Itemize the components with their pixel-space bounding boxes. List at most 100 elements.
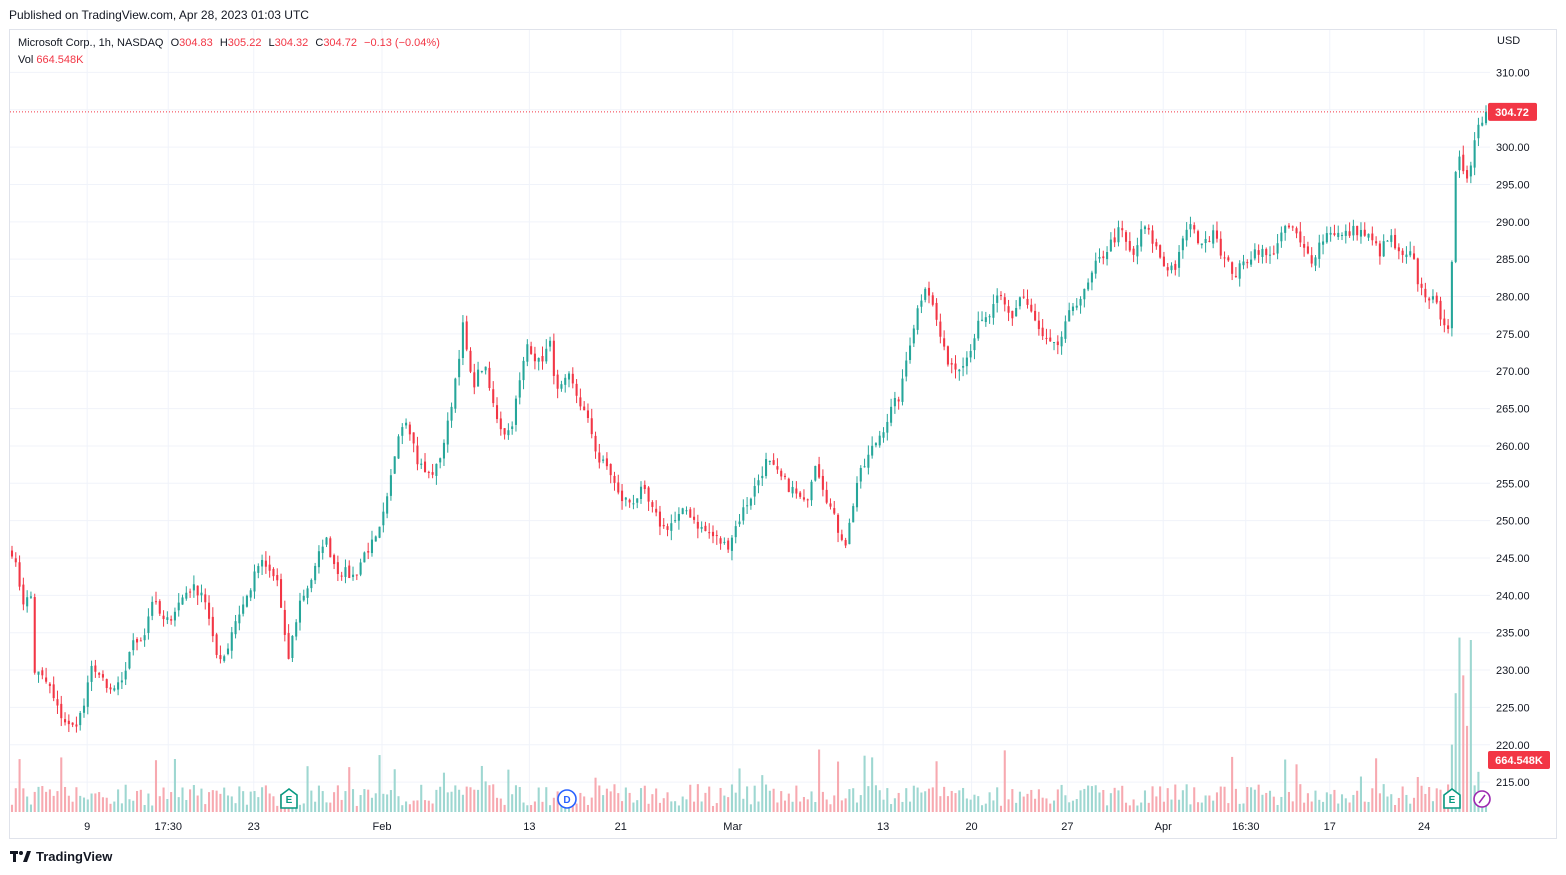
volume-bar	[700, 801, 703, 812]
volume-bar	[94, 793, 97, 812]
volume-bar	[882, 799, 885, 812]
candle-body	[1435, 295, 1438, 303]
candle-body	[226, 648, 230, 655]
candle-body	[219, 655, 222, 660]
last-price-badge-text: 304.72	[1495, 107, 1529, 119]
volume-bar	[1397, 797, 1400, 812]
candle-body	[639, 486, 643, 499]
legend-high-label: H	[219, 37, 228, 49]
marker-label: E	[286, 795, 293, 806]
volume-bar	[67, 795, 70, 812]
candle-body	[393, 456, 396, 474]
candle-body	[1223, 257, 1226, 259]
candle-body	[484, 366, 487, 371]
split-marker[interactable]	[1473, 790, 1491, 808]
volume-bar	[151, 805, 154, 812]
volume-bar	[1223, 786, 1226, 812]
price-tick-label: 285.00	[1496, 254, 1530, 266]
candle-body	[64, 719, 67, 723]
price-tick-label: 290.00	[1496, 217, 1530, 229]
candle-body	[753, 486, 756, 497]
candle-body	[723, 541, 726, 543]
volume-bar	[1087, 785, 1090, 812]
candle-body	[1382, 241, 1385, 257]
volume-bar	[1329, 794, 1332, 812]
volume-bar	[26, 796, 29, 812]
candle-body	[1003, 297, 1006, 305]
volume-bar	[1143, 790, 1147, 812]
candle-body	[67, 720, 70, 725]
candle-body	[136, 638, 139, 643]
price-tick-label: 225.00	[1496, 702, 1530, 714]
legend-close-value: 304.72	[323, 37, 357, 49]
candle-body	[984, 317, 987, 323]
candle-body	[22, 584, 25, 605]
volume-bar	[1303, 802, 1306, 812]
volume-bar	[1113, 787, 1116, 812]
volume-bar	[1075, 799, 1078, 812]
candle-body	[522, 360, 525, 381]
volume-bar	[711, 805, 715, 812]
candle-body	[495, 405, 499, 420]
candle-body	[71, 722, 74, 725]
candle-body	[1087, 282, 1090, 290]
candle-body	[552, 340, 555, 376]
volume-bar	[234, 803, 237, 812]
volume-bar	[1200, 802, 1203, 812]
volume-bar	[1030, 789, 1033, 812]
volume-bar	[795, 785, 798, 812]
candle-body	[757, 480, 760, 486]
volume-bar	[844, 798, 847, 812]
candle-body	[696, 521, 699, 529]
dividend-marker[interactable]: D	[557, 789, 577, 809]
candle-body	[825, 489, 828, 503]
volume-bar	[435, 789, 438, 812]
legend-open-value: 304.83	[179, 37, 213, 49]
candle-body	[1189, 224, 1192, 230]
candle-body	[651, 502, 654, 507]
candle-body	[1280, 232, 1283, 242]
volume-bar	[321, 791, 324, 812]
candle-body	[765, 459, 768, 477]
earnings-marker[interactable]: E	[280, 788, 298, 809]
volume-bar	[655, 788, 658, 812]
candle-body	[1344, 230, 1347, 236]
marker-label: E	[1449, 795, 1456, 806]
candle-body	[1234, 275, 1237, 277]
volume-bar	[181, 787, 184, 812]
candle-body	[901, 378, 904, 402]
earnings-marker[interactable]: E	[1443, 788, 1461, 809]
candle-body	[465, 321, 468, 350]
volume-bar	[310, 790, 313, 812]
candle-body	[238, 614, 241, 624]
candle-body	[1265, 249, 1268, 256]
candle-body	[1329, 232, 1332, 235]
volume-bar	[173, 758, 176, 812]
candle-body	[958, 369, 961, 372]
candle-body	[230, 632, 233, 651]
candle-body	[207, 602, 211, 619]
brand-name: TradingView	[36, 849, 113, 864]
volume-bar	[306, 766, 309, 812]
volume-bar	[230, 796, 233, 812]
candle-body	[658, 511, 661, 527]
candle-body	[980, 319, 984, 321]
candle-body	[52, 684, 55, 699]
candle-body	[670, 523, 673, 531]
volume-bar	[143, 804, 146, 812]
volume-bar	[1394, 804, 1397, 812]
volume-bar	[370, 797, 374, 812]
candle-body	[132, 640, 135, 651]
candle-body	[450, 406, 453, 421]
volume-bar	[192, 785, 195, 812]
volume-bar	[1227, 803, 1230, 812]
legend-volume-row: Vol 664.548K	[18, 52, 440, 69]
volume-bar	[257, 797, 260, 812]
volume-bar	[776, 802, 779, 812]
candle-body	[276, 575, 279, 581]
candle-body	[1340, 234, 1344, 236]
volume-bar	[223, 787, 226, 812]
volume-bar	[1189, 804, 1192, 812]
tradingview-brand[interactable]: TradingView	[10, 849, 112, 864]
